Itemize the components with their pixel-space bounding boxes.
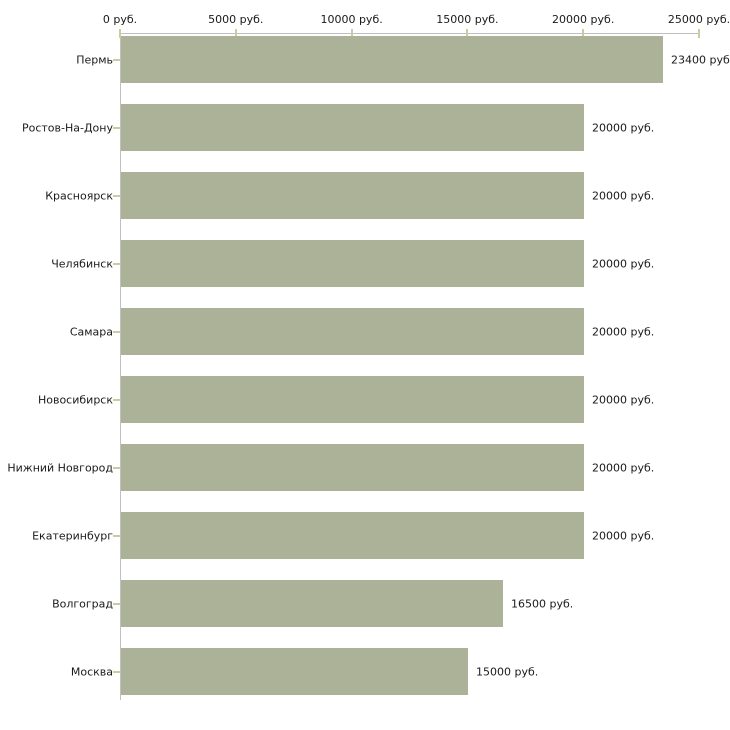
bar: [121, 36, 663, 83]
category-tick-mark: [113, 331, 120, 333]
value-label: 20000 руб.: [592, 461, 655, 475]
category-tick-mark: [113, 59, 120, 61]
category-tick-mark: [113, 467, 120, 469]
category-label: Самара: [69, 325, 113, 339]
category-tick-mark: [113, 127, 120, 129]
x-axis-tick-label: 25000 руб.: [667, 13, 730, 26]
category-tick-mark: [113, 263, 120, 265]
category-label: Москва: [70, 665, 113, 679]
x-axis-tick-mark: [119, 29, 121, 38]
bar: [121, 104, 584, 151]
bar: [121, 308, 584, 355]
value-label: 15000 руб.: [476, 665, 539, 679]
bar: [121, 444, 584, 491]
value-label: 20000 руб.: [592, 325, 655, 339]
value-label: 20000 руб.: [592, 393, 655, 407]
bar: [121, 240, 584, 287]
category-tick-mark: [113, 535, 120, 537]
x-axis-tick-label: 5000 руб.: [208, 13, 264, 26]
category-label: Ростов-На-Дону: [21, 121, 113, 135]
x-axis-tick-label: 0 руб.: [102, 13, 138, 26]
x-axis-tick-label: 15000 руб.: [436, 13, 499, 26]
bar: [121, 512, 584, 559]
category-tick-mark: [113, 671, 120, 673]
category-label: Екатеринбург: [32, 529, 113, 543]
x-axis-tick-mark: [698, 29, 700, 38]
value-label: 20000 руб.: [592, 529, 655, 543]
category-label: Челябинск: [51, 257, 113, 271]
bar: [121, 172, 584, 219]
x-axis-line: [120, 33, 700, 34]
x-axis-tick-mark: [466, 29, 469, 38]
y-axis-line: [120, 33, 121, 700]
bar: [121, 648, 468, 695]
category-label: Волгоград: [52, 597, 113, 611]
value-label: 16500 руб.: [511, 597, 574, 611]
x-axis-tick-mark: [350, 29, 353, 38]
category-label: Красноярск: [45, 189, 113, 203]
value-label: 20000 руб.: [592, 121, 655, 135]
category-tick-mark: [113, 399, 120, 401]
category-tick-mark: [113, 603, 120, 605]
category-label: Нижний Новгород: [7, 461, 113, 475]
value-label: 20000 руб.: [592, 257, 655, 271]
x-axis-tick-label: 20000 руб.: [552, 13, 615, 26]
category-tick-mark: [113, 195, 120, 197]
x-axis-tick-mark: [582, 29, 585, 38]
x-axis-tick-label: 10000 руб.: [320, 13, 383, 26]
value-label: 23400 руб.: [671, 53, 730, 67]
bar: [121, 376, 584, 423]
x-axis-tick-mark: [234, 29, 237, 38]
bar: [121, 580, 503, 627]
category-label: Новосибирск: [37, 393, 113, 407]
category-label: Пермь: [76, 53, 113, 67]
value-label: 20000 руб.: [592, 189, 655, 203]
